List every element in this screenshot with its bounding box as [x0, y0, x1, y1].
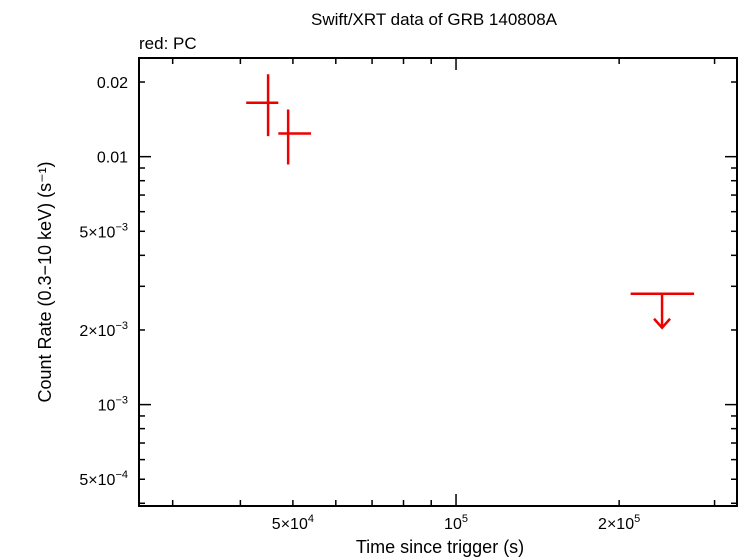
y-axis-label: Count Rate (0.3−10 keV) (s⁻¹)	[35, 161, 55, 402]
y-tick-label: 0.01	[97, 150, 128, 167]
y-tick-label: 2×10−3	[79, 320, 128, 340]
y-tick-label: 0.02	[97, 75, 128, 92]
axis-ticks	[139, 58, 737, 506]
x-tick-label: 105	[444, 513, 468, 533]
x-tick-label: 2×105	[598, 513, 640, 533]
x-tick-label: 5×104	[272, 513, 314, 533]
tick-labels: 5×104 105 2×105 0.02 0.01 5×10−3 2×10−3 10−3 5×1…	[79, 75, 640, 533]
chart-title: Swift/XRT data of GRB 140808A	[311, 10, 558, 29]
x-axis-label: Time since trigger (s)	[356, 537, 524, 557]
y-tick-label: 5×10−3	[79, 221, 128, 241]
y-tick-label: 10−3	[98, 395, 128, 415]
chart-subtitle: red: PC	[139, 34, 197, 53]
data-marks	[246, 74, 694, 327]
plot-frame	[139, 58, 737, 506]
y-tick-label: 5×10−4	[79, 469, 128, 489]
